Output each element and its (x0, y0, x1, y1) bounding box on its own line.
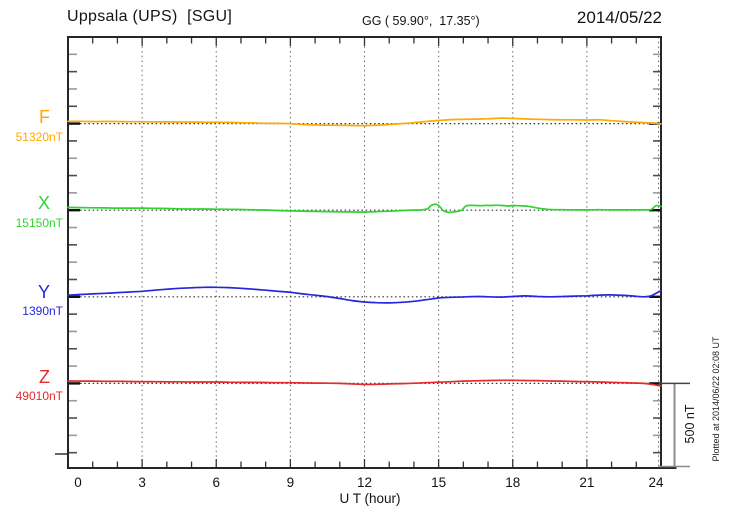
x-tick-label-9: 9 (286, 475, 295, 490)
plot-frame (67, 36, 662, 469)
x-tick-label-15: 15 (431, 475, 447, 490)
amplitude-ticks (55, 53, 660, 455)
x-tick-label-6: 6 (212, 475, 220, 490)
trace-baseline-value-Z: 49010nT (15, 389, 63, 403)
trace-F (67, 117, 662, 127)
gridlines (141, 37, 659, 468)
geographic-coordinates: GG ( 59.90°, 17.35°) (362, 14, 480, 28)
trace-label-X: X (37, 193, 50, 213)
trace-baseline-value-Y: 1390nT (22, 304, 63, 318)
x-axis-title: U T (hour) (339, 491, 401, 506)
trace-label-F: F (39, 107, 50, 127)
hour-ticks (92, 38, 637, 467)
trace-Z (67, 379, 662, 387)
plot-date: 2014/05/22 (576, 8, 662, 27)
trace-label-Y: Y (37, 282, 50, 302)
x-tick-label-3: 3 (138, 475, 146, 490)
x-tick-label-18: 18 (505, 475, 521, 490)
x-tick-label-24: 24 (648, 475, 664, 490)
trace-baseline-value-X: 15150nT (15, 216, 63, 230)
trace-label-Z: Z (39, 367, 50, 387)
trace-baseline-value-F: 51320nT (15, 130, 63, 144)
trace-X (67, 203, 662, 214)
station-title: Uppsala (UPS) [SGU] (67, 8, 233, 25)
trace-Y (67, 286, 662, 304)
x-tick-label-12: 12 (356, 475, 373, 490)
x-tick-label-21: 21 (579, 475, 595, 490)
scale-bar (659, 382, 690, 469)
x-tick-label-0: 0 (74, 475, 82, 490)
scale-bar-label: 500 nT (683, 404, 697, 444)
plotted-timestamp-note: Plotted at 2014/06/22 02:08 UT (711, 336, 721, 462)
